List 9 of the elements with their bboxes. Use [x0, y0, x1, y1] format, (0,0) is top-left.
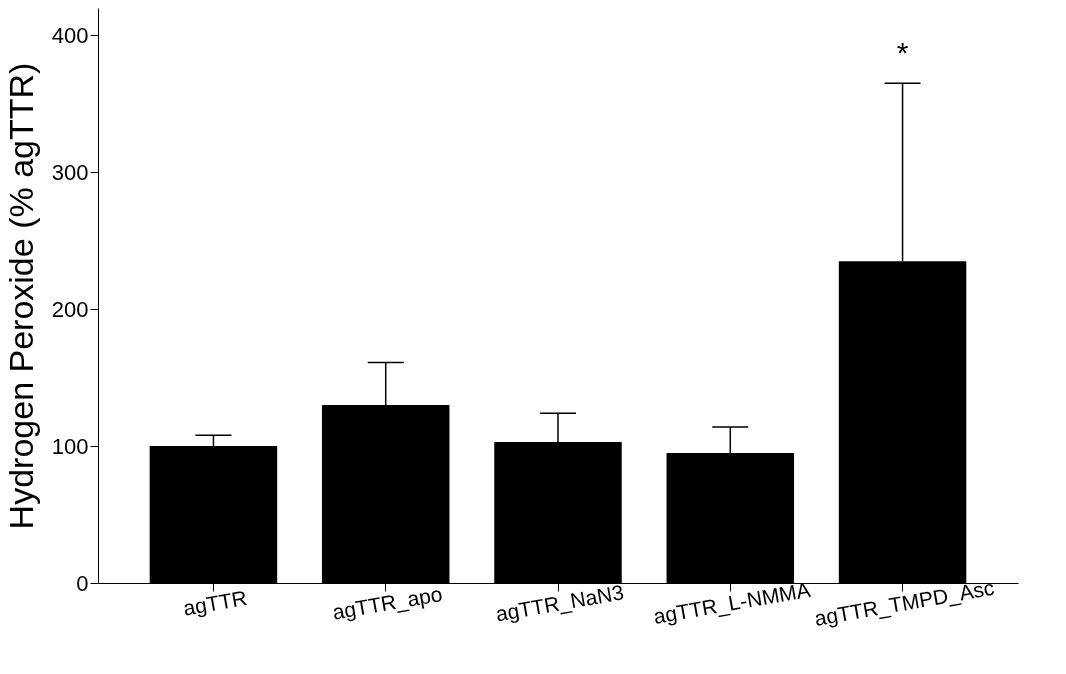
y-tick-label: 100: [51, 433, 89, 459]
y-tick-label: 300: [51, 159, 89, 185]
y-tick-label: 400: [51, 22, 89, 48]
annotation: *: [896, 36, 909, 70]
x-tick-label: agTTR: [181, 585, 249, 620]
y-axis-title: Hydrogen Peroxide (% agTTR): [1, 62, 40, 530]
x-tick-label: agTTR_apo: [330, 581, 445, 625]
y-tick-label: 0: [76, 570, 89, 596]
y-tick-label: 200: [51, 296, 89, 322]
